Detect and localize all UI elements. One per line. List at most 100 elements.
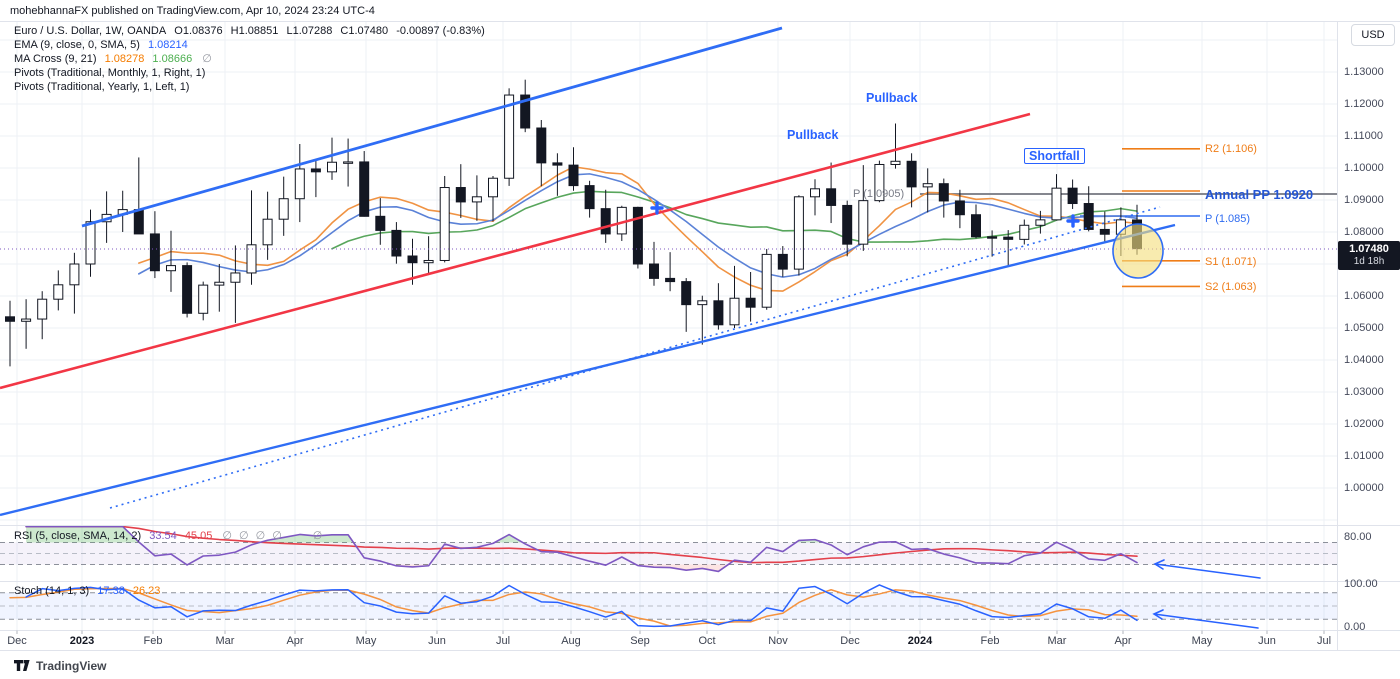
footer-bar: TradingView — [0, 650, 1400, 679]
time-axis-label: Mar — [215, 635, 235, 647]
border-layer — [0, 21, 1400, 650]
price-axis-label: 1.11000 — [1344, 130, 1383, 142]
rsi-legend-row[interactable]: RSI (5, close, SMA, 14, 2) 33.54 45.05 ∅… — [14, 530, 332, 543]
empty-set-icon: ∅ — [202, 53, 212, 65]
ma-layer — [138, 165, 1138, 292]
yearly-pivot-p-label: P (1.0905) — [853, 188, 905, 200]
ma-cross-value-1: 1.08278 — [104, 53, 145, 65]
price-axis-label: 1.05000 — [1344, 322, 1384, 334]
stoch-k-value: 17.38 — [97, 585, 125, 597]
time-axis-label: Nov — [768, 635, 788, 647]
last-price-value: 1.07480 — [1349, 243, 1389, 255]
symbol-legend-row[interactable]: Euro / U.S. Dollar, 1W, OANDA O1.08376 H… — [14, 25, 490, 38]
ma-cross-legend-row[interactable]: MA Cross (9, 21) 1.08278 1.08666 ∅ — [14, 53, 217, 66]
rsi-ma-value: 45.05 — [184, 530, 213, 542]
red-trendline — [0, 112, 1031, 390]
rsi-arrow — [1153, 559, 1261, 579]
pivots-yearly-legend[interactable]: Pivots (Traditional, Yearly, 1, Left, 1) — [14, 81, 190, 93]
price-axis-label: 1.04000 — [1344, 354, 1384, 366]
empty-set-icon: ∅ — [222, 530, 232, 542]
rsi-label[interactable]: RSI (5, close, SMA, 14, 2) — [14, 530, 142, 542]
ma-cross-label[interactable]: MA Cross (9, 21) — [14, 53, 97, 65]
price-axis[interactable]: 1.13000 1.12000 1.11000 1.10000 1.09000 1.080… — [1337, 22, 1400, 650]
time-axis-label: Dec — [7, 635, 27, 647]
stoch-label[interactable]: Stoch (14, 1, 3) — [14, 585, 90, 597]
upper-channel-line — [81, 26, 783, 228]
pivot-r2-label: R2 (1.106) — [1205, 143, 1257, 155]
price-axis-label: 1.09000 — [1344, 194, 1384, 206]
price-axis-label: 1.02000 — [1344, 418, 1384, 430]
price-axis-label: 1.10000 — [1344, 162, 1384, 174]
empty-set-icon: ∅ — [255, 530, 266, 542]
time-axis-label: Sep — [630, 635, 650, 647]
time-axis-label: Mar — [1047, 635, 1067, 647]
time-axis-label: Apr — [286, 635, 304, 647]
time-axis-label: Jun — [1258, 635, 1276, 647]
stoch-axis-label-bottom: 0.00 — [1344, 621, 1366, 633]
empty-set-icon: ∅ — [312, 530, 323, 542]
plus-marker-1 — [650, 201, 664, 215]
highlight-ellipse — [1112, 223, 1164, 279]
stoch-layer — [0, 584, 1337, 629]
change-value: -0.00897 (-0.83%) — [396, 25, 485, 37]
ema-label[interactable]: EMA (9, close, 0, SMA, 5) — [14, 39, 140, 51]
rsi-layer — [0, 525, 1337, 579]
price-axis-label: 1.06000 — [1344, 290, 1384, 302]
time-axis-label: Dec — [840, 635, 860, 647]
symbol-title[interactable]: Euro / U.S. Dollar, 1W, OANDA — [14, 25, 167, 37]
pivot-s2-label: S2 (1.063) — [1205, 281, 1257, 293]
rsi-axis-label: 80.00 — [1344, 531, 1372, 543]
stoch-axis-label-top: 100.00 — [1344, 578, 1378, 590]
ohlc-high: H1.08851 — [230, 25, 279, 37]
price-axis-label: 1.13000 — [1344, 66, 1384, 78]
stoch-legend-row[interactable]: Stoch (14, 1, 3) 17.38 26.23 — [14, 585, 165, 598]
price-axis-label: 1.00000 — [1344, 482, 1384, 494]
plus-marker-2 — [1066, 214, 1080, 228]
annual-pp-label[interactable]: Annual PP 1.0920 — [1205, 187, 1314, 202]
empty-set-icon: ∅ — [272, 530, 282, 542]
ohlc-low: L1.07288 — [286, 25, 333, 37]
pullback-label-1[interactable]: Pullback — [787, 128, 839, 142]
time-axis-label: Jul — [495, 635, 511, 647]
time-axis-label: May — [1191, 635, 1213, 647]
trendline-layer — [0, 26, 1337, 517]
price-axis-label: 1.12000 — [1344, 98, 1384, 110]
attribution-text: mohebhannaFX published on TradingView.co… — [10, 5, 375, 17]
time-axis-label: Jun — [428, 635, 446, 647]
time-axis-label: Feb — [980, 635, 1000, 647]
currency-button[interactable]: USD — [1351, 24, 1395, 46]
ohlc-close: C1.07480 — [340, 25, 389, 37]
pivots-monthly-legend[interactable]: Pivots (Traditional, Monthly, 1, Right, … — [14, 67, 206, 79]
ema-legend-row[interactable]: EMA (9, close, 0, SMA, 5) 1.08214 — [14, 39, 193, 52]
price-axis-label: 1.03000 — [1344, 386, 1384, 398]
bar-countdown: 1d 18h — [1353, 256, 1385, 267]
time-axis-label: Aug — [561, 635, 581, 647]
pivot-p-label: P (1.085) — [1205, 213, 1251, 225]
ohlc-open: O1.08376 — [174, 25, 223, 37]
rsi-empty-icons: ∅ ∅ ∅ ∅ ∅ — [220, 530, 327, 542]
grid-layer — [0, 22, 1337, 630]
pullback-label-2[interactable]: Pullback — [866, 91, 918, 105]
stoch-arrow — [1152, 609, 1259, 629]
ema-value: 1.08214 — [148, 39, 188, 51]
candles-layer — [5, 79, 1142, 367]
lower-channel-line — [0, 223, 1176, 517]
price-axis-label: 1.01000 — [1344, 450, 1384, 462]
empty-set-icon: ∅ — [239, 530, 249, 542]
time-axis-label: 2023 — [69, 635, 95, 647]
shortfall-label[interactable]: Shortfall — [1024, 148, 1085, 164]
time-axis-label: 2024 — [907, 635, 933, 647]
time-axis[interactable]: Dec 2023 Feb Mar Apr May Jun Jul Aug Sep Oct Nov Dec… — [0, 630, 1337, 650]
time-axis-label: Oct — [698, 635, 716, 647]
tradingview-logo-icon[interactable] — [14, 659, 30, 672]
time-axis-label: Feb — [143, 635, 163, 647]
tradingview-logo-text[interactable]: TradingView — [36, 659, 107, 673]
last-price-tag: 1.07480 1d 18h — [1338, 241, 1400, 270]
time-axis-label: Jul — [1316, 635, 1332, 647]
time-axis-label: May — [355, 635, 377, 647]
dotted-trendline — [109, 206, 1161, 509]
rsi-value: 33.54 — [149, 530, 177, 542]
pivot-s1-label: S1 (1.071) — [1205, 256, 1257, 268]
